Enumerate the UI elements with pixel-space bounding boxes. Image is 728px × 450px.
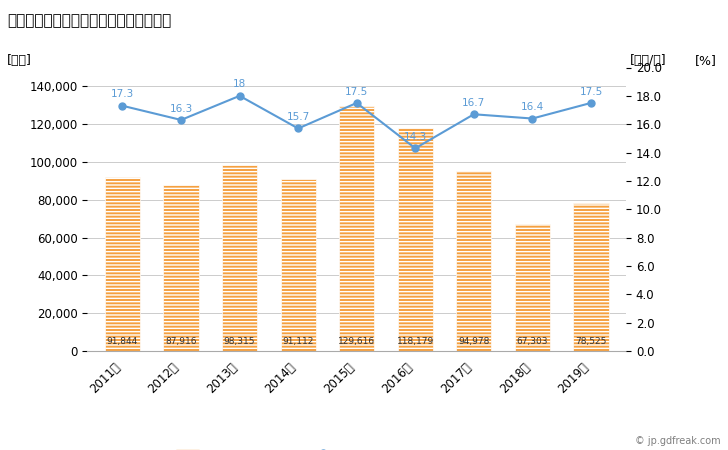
Text: 87,916: 87,916: [165, 337, 197, 346]
Text: 15.7: 15.7: [287, 112, 310, 122]
Bar: [574, 202, 609, 351]
Text: 17.3: 17.3: [111, 90, 134, 99]
Text: 118,179: 118,179: [397, 337, 434, 346]
Bar: [456, 171, 491, 351]
Bar: [397, 128, 433, 351]
Text: [%]: [%]: [695, 54, 717, 67]
Bar: [222, 165, 257, 351]
Text: 17.5: 17.5: [579, 86, 603, 97]
Bar: [105, 177, 140, 351]
Text: [万円]: [万円]: [7, 54, 32, 67]
Bar: [515, 224, 550, 351]
Bar: [339, 106, 374, 351]
Text: 住宅用建築物の工事費予定額合計の推移: 住宅用建築物の工事費予定額合計の推移: [7, 14, 172, 28]
Bar: [280, 179, 316, 351]
Text: 16.3: 16.3: [170, 104, 193, 113]
Bar: [164, 185, 199, 351]
Text: © jp.gdfreak.com: © jp.gdfreak.com: [635, 436, 721, 446]
Text: 94,978: 94,978: [458, 337, 489, 346]
Text: 91,112: 91,112: [282, 337, 314, 346]
Text: 16.4: 16.4: [521, 102, 544, 112]
Text: 91,844: 91,844: [107, 337, 138, 346]
Text: 129,616: 129,616: [339, 337, 375, 346]
Text: [万円/㎡]: [万円/㎡]: [630, 54, 666, 67]
Text: 78,525: 78,525: [575, 337, 606, 346]
Text: 18: 18: [233, 80, 246, 90]
Text: 17.5: 17.5: [345, 86, 368, 97]
Text: 67,303: 67,303: [517, 337, 548, 346]
Text: 14.3: 14.3: [403, 132, 427, 142]
Legend: 住宅用_工事費予定額(左軸), 住宅用_1平米当たり平均工事費予定額(右軸): 住宅用_工事費予定額(左軸), 住宅用_1平米当たり平均工事費予定額(右軸): [172, 445, 488, 450]
Text: 98,315: 98,315: [223, 337, 256, 346]
Text: 16.7: 16.7: [462, 98, 486, 108]
